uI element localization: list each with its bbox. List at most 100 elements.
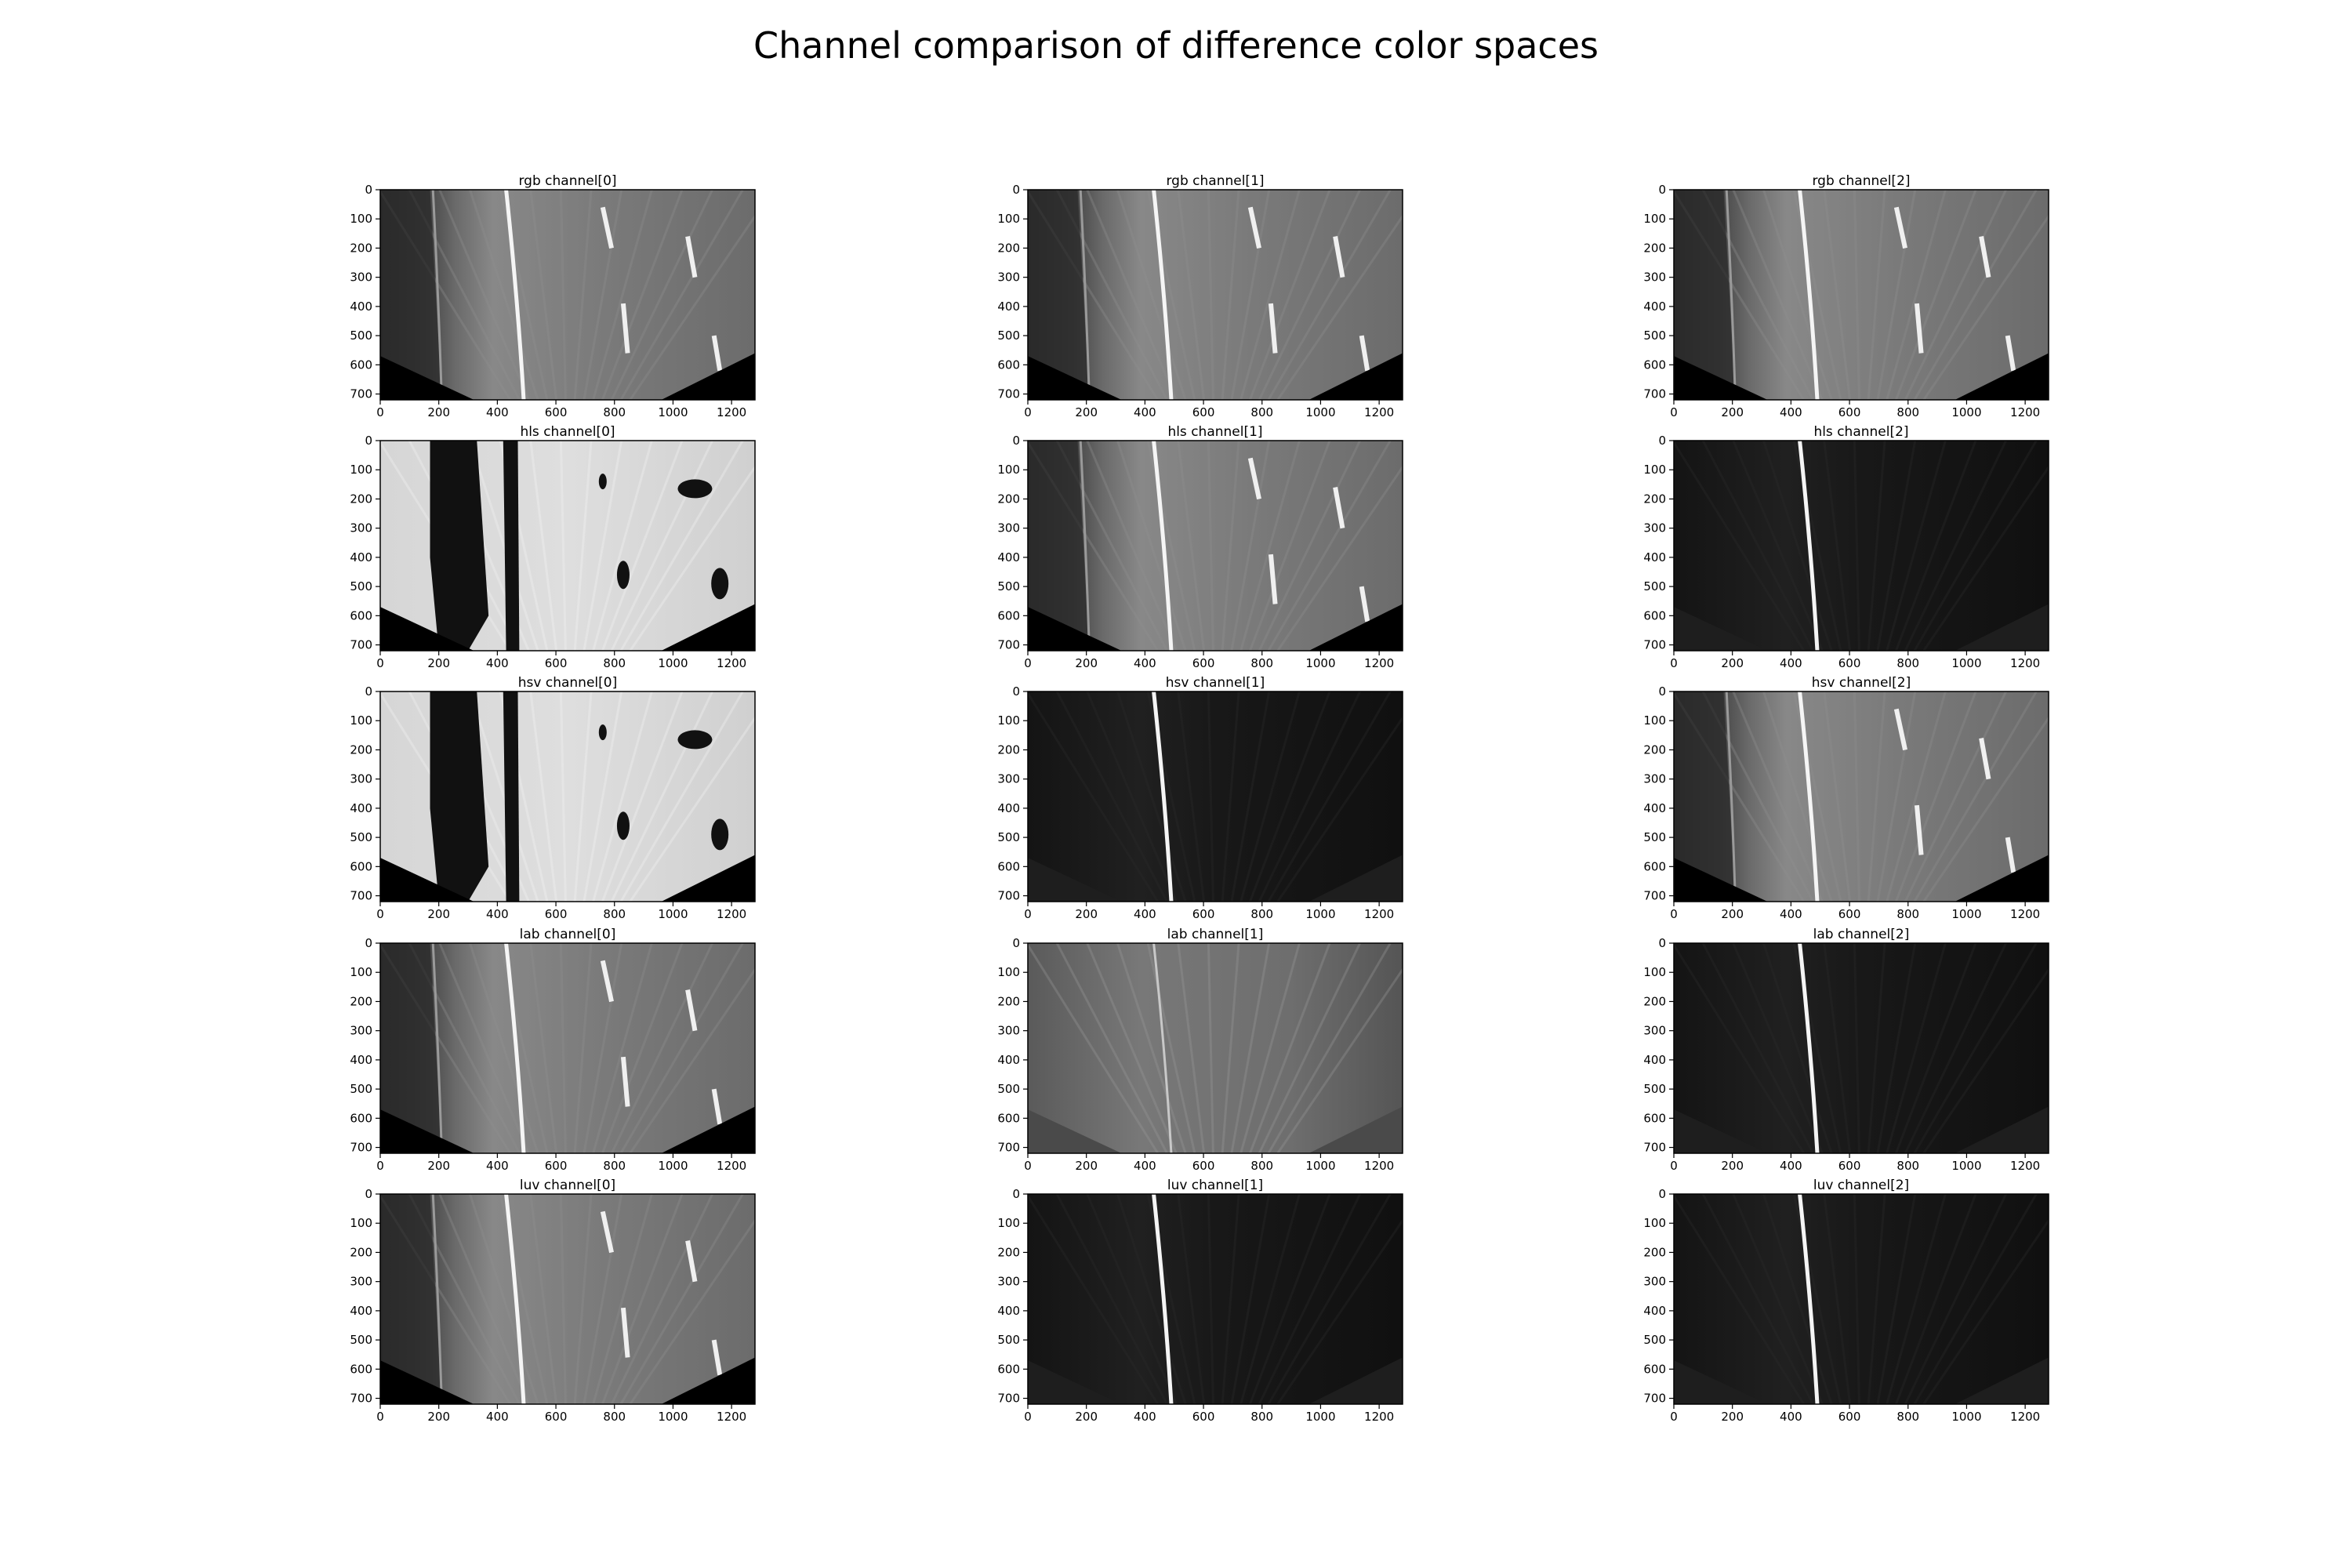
panel-title: luv channel[1] [1167, 1178, 1263, 1193]
texture-streak [1230, 691, 1271, 902]
texture-streak [1086, 943, 1178, 1153]
left-lane-edge [431, 943, 443, 1153]
y-tick-label: 200 [1643, 1245, 1666, 1259]
x-tick-label: 800 [1250, 1410, 1273, 1424]
x-tick-label: 200 [1721, 907, 1744, 921]
y-tick-label: 100 [997, 1216, 1020, 1230]
texture-streak [1258, 441, 1362, 651]
x-tick-label: 0 [1670, 405, 1678, 419]
texture-streak [1249, 691, 1331, 902]
texture-streak [592, 190, 653, 400]
y-tick-label: 400 [350, 801, 372, 815]
y-tick-label: 100 [1643, 212, 1666, 226]
x-tick-label: 0 [376, 907, 384, 921]
y-tick-label: 500 [1643, 328, 1666, 343]
corner-left [380, 607, 474, 651]
y-tick-label: 100 [350, 713, 372, 728]
texture-streak [1904, 1194, 2008, 1404]
texture-streak [1853, 441, 1860, 651]
y-tick-label: 400 [1643, 1304, 1666, 1318]
texture-streak [583, 441, 623, 651]
panel-frame [1027, 189, 1403, 401]
x-tick-label: 400 [1780, 1159, 1802, 1173]
corner-left [1028, 858, 1122, 902]
x-tick-label: 1000 [1305, 405, 1335, 419]
corner-left [1674, 858, 1768, 902]
y-tick-label: 700 [350, 387, 372, 401]
texture-streak [592, 691, 653, 902]
texture-streak [1055, 691, 1168, 902]
texture-streak [1876, 441, 1917, 651]
texture-streak [1876, 691, 1917, 902]
texture-streak [1207, 1194, 1214, 1404]
texture-streak [1853, 1194, 1860, 1404]
x-tick-label: 1200 [2010, 656, 2040, 670]
corner-left [1028, 1360, 1122, 1404]
texture-streak [1221, 943, 1240, 1153]
texture-streak [619, 691, 744, 902]
texture-streak [1221, 691, 1240, 902]
y-tick-label: 300 [1643, 521, 1666, 535]
y-tick-label: 500 [1643, 1333, 1666, 1347]
corner-right [1955, 353, 2049, 400]
y-tick-label: 500 [350, 1082, 372, 1096]
y-tick-label: 600 [1643, 358, 1666, 372]
texture-streak [1823, 190, 1852, 400]
texture-streak [529, 943, 558, 1153]
dark-blob [677, 730, 713, 750]
corner-right [661, 353, 755, 400]
texture-streak [601, 190, 684, 400]
y-tick-label: 300 [350, 1275, 372, 1289]
panel-title: rgb channel[0] [518, 173, 616, 189]
x-tick-label: 200 [427, 907, 450, 921]
texture-streak [573, 441, 593, 651]
y-tick-label: 0 [365, 936, 372, 950]
texture-streak [1895, 441, 1977, 651]
panel-image [1028, 441, 1403, 651]
panel-image [380, 441, 755, 651]
y-tick-label: 300 [997, 270, 1020, 285]
y-tick-label: 700 [997, 387, 1020, 401]
panel-image [1674, 190, 2049, 400]
image-background [1674, 441, 2049, 651]
image-background [1674, 943, 2049, 1153]
x-tick-label: 1000 [1951, 405, 1981, 419]
lane-line [1798, 1194, 1820, 1404]
dark-region [503, 441, 520, 651]
x-tick-label: 800 [1250, 656, 1273, 670]
x-tick-label: 200 [1721, 656, 1744, 670]
x-tick-label: 1000 [1305, 656, 1335, 670]
texture-streak [592, 1194, 653, 1404]
corner-right [1955, 1106, 2049, 1153]
dark-region [430, 691, 489, 902]
texture-streak [1276, 214, 1403, 400]
panel-frame [379, 440, 756, 652]
texture-streak [1732, 441, 1824, 651]
texture-streak [1116, 441, 1187, 651]
corner-right [661, 604, 755, 651]
y-tick-label: 300 [997, 1275, 1020, 1289]
panel-title: lab channel[1] [1167, 927, 1264, 942]
texture-streak [1853, 943, 1860, 1153]
panel-frame [1027, 691, 1403, 902]
texture-streak [559, 943, 567, 1153]
lane-line [1798, 190, 1820, 400]
panel-frame [379, 189, 756, 401]
lane-dash [1914, 804, 1924, 855]
lane-dash [1333, 236, 1345, 278]
corner-left [380, 1360, 474, 1404]
texture-streak [1913, 190, 2038, 400]
x-tick-label: 1000 [658, 1159, 688, 1173]
texture-streak [1267, 691, 1392, 902]
x-tick-label: 1000 [1305, 1159, 1335, 1173]
texture-streak [1086, 190, 1178, 400]
y-tick-label: 600 [1643, 608, 1666, 622]
texture-streak [1276, 1218, 1403, 1404]
image-background [380, 943, 755, 1153]
corner-left [1674, 1360, 1768, 1404]
y-tick-label: 600 [350, 1111, 372, 1125]
texture-streak [529, 190, 558, 400]
texture-streak [1086, 691, 1178, 902]
y-tick-label: 0 [1658, 936, 1666, 950]
texture-streak [1904, 943, 2008, 1153]
